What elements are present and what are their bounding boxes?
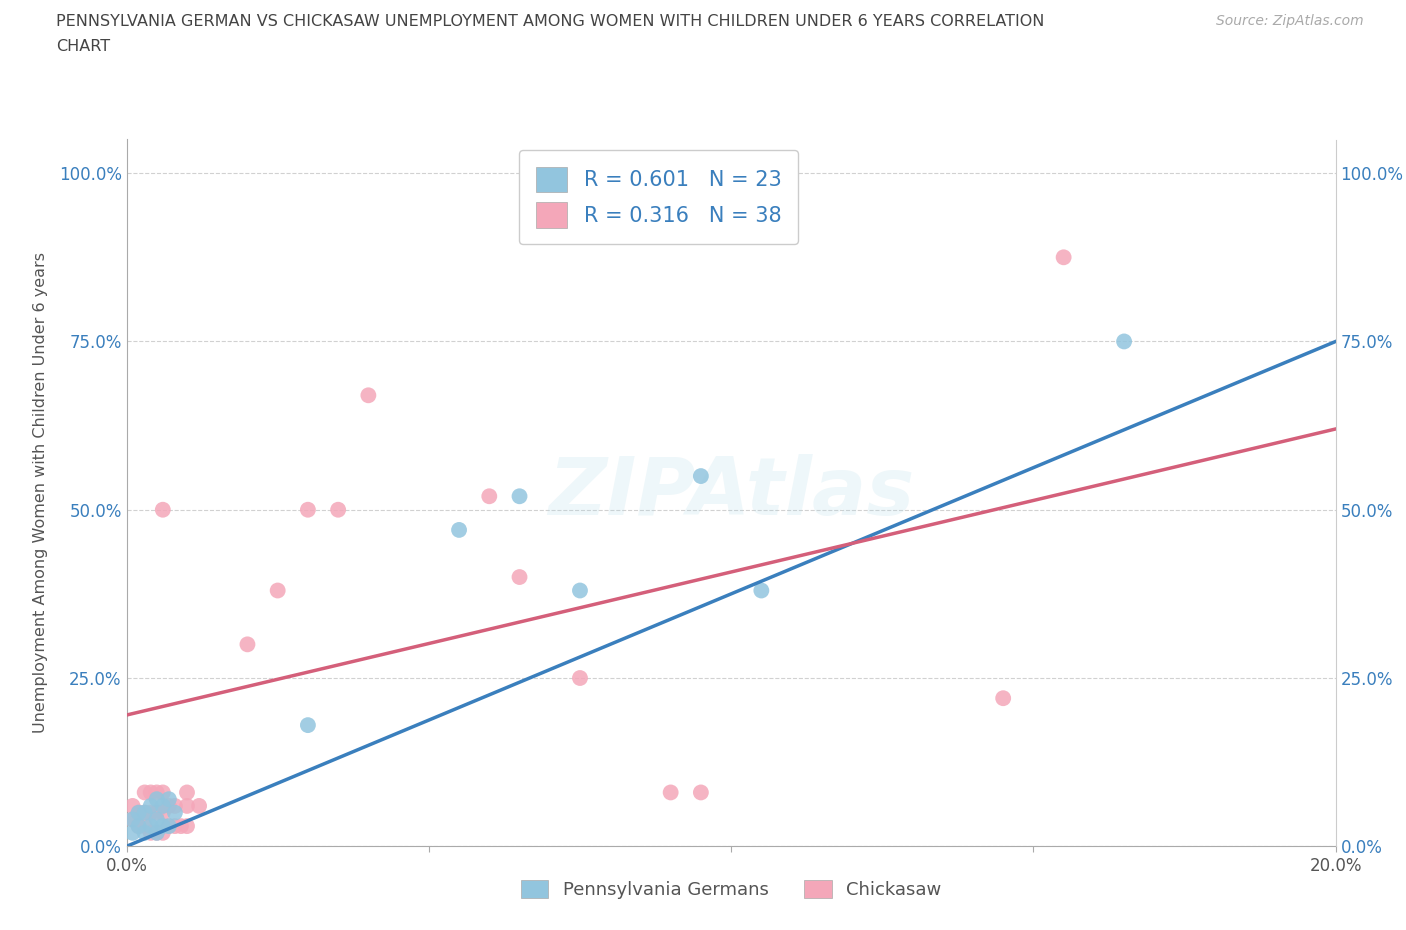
Point xyxy=(134,826,156,841)
Point xyxy=(447,523,470,538)
Point xyxy=(128,818,150,833)
Point xyxy=(751,583,773,598)
Point xyxy=(139,826,162,841)
Point xyxy=(188,799,211,814)
Y-axis label: Unemployment Among Women with Children Under 6 years: Unemployment Among Women with Children U… xyxy=(32,252,48,734)
Point xyxy=(176,799,198,814)
Point xyxy=(134,805,156,820)
Point xyxy=(176,785,198,800)
Point xyxy=(163,805,186,820)
Point xyxy=(146,826,169,841)
Point xyxy=(176,818,198,833)
Point xyxy=(152,799,174,814)
Point xyxy=(146,826,169,841)
Point xyxy=(993,691,1015,706)
Point xyxy=(478,489,501,504)
Point xyxy=(128,818,150,833)
Point xyxy=(163,818,186,833)
Point xyxy=(152,826,174,841)
Point xyxy=(146,805,169,820)
Point xyxy=(163,799,186,814)
Point xyxy=(568,671,592,685)
Text: PENNSYLVANIA GERMAN VS CHICKASAW UNEMPLOYMENT AMONG WOMEN WITH CHILDREN UNDER 6 : PENNSYLVANIA GERMAN VS CHICKASAW UNEMPLO… xyxy=(56,14,1045,29)
Point xyxy=(121,812,143,827)
Point xyxy=(152,805,174,820)
Point xyxy=(157,818,180,833)
Point xyxy=(152,785,174,800)
Point xyxy=(509,569,531,584)
Point xyxy=(139,818,162,833)
Point xyxy=(689,469,711,484)
Point xyxy=(139,785,162,800)
Point xyxy=(134,805,156,820)
Point xyxy=(134,785,156,800)
Point xyxy=(121,812,143,827)
Point xyxy=(1053,250,1076,265)
Point xyxy=(139,805,162,820)
Point xyxy=(297,718,319,733)
Point xyxy=(170,818,193,833)
Point xyxy=(121,826,143,841)
Point xyxy=(326,502,350,517)
Text: ZIPAtlas: ZIPAtlas xyxy=(548,454,914,532)
Text: Source: ZipAtlas.com: Source: ZipAtlas.com xyxy=(1216,14,1364,28)
Point xyxy=(152,818,174,833)
Point xyxy=(568,583,592,598)
Point xyxy=(128,805,150,820)
Point xyxy=(1114,334,1136,349)
Point xyxy=(146,785,169,800)
Point xyxy=(157,791,180,806)
Point xyxy=(659,785,682,800)
Point xyxy=(146,791,169,806)
Point xyxy=(689,785,711,800)
Point xyxy=(157,799,180,814)
Point xyxy=(134,818,156,833)
Point xyxy=(128,805,150,820)
Point xyxy=(297,502,319,517)
Legend: Pennsylvania Germans, Chickasaw: Pennsylvania Germans, Chickasaw xyxy=(512,870,950,908)
Text: CHART: CHART xyxy=(56,39,110,54)
Point xyxy=(236,637,259,652)
Point xyxy=(121,799,143,814)
Point xyxy=(267,583,290,598)
Point xyxy=(157,818,180,833)
Point xyxy=(152,502,174,517)
Point xyxy=(146,812,169,827)
Point xyxy=(509,489,531,504)
Point xyxy=(357,388,380,403)
Point xyxy=(139,799,162,814)
